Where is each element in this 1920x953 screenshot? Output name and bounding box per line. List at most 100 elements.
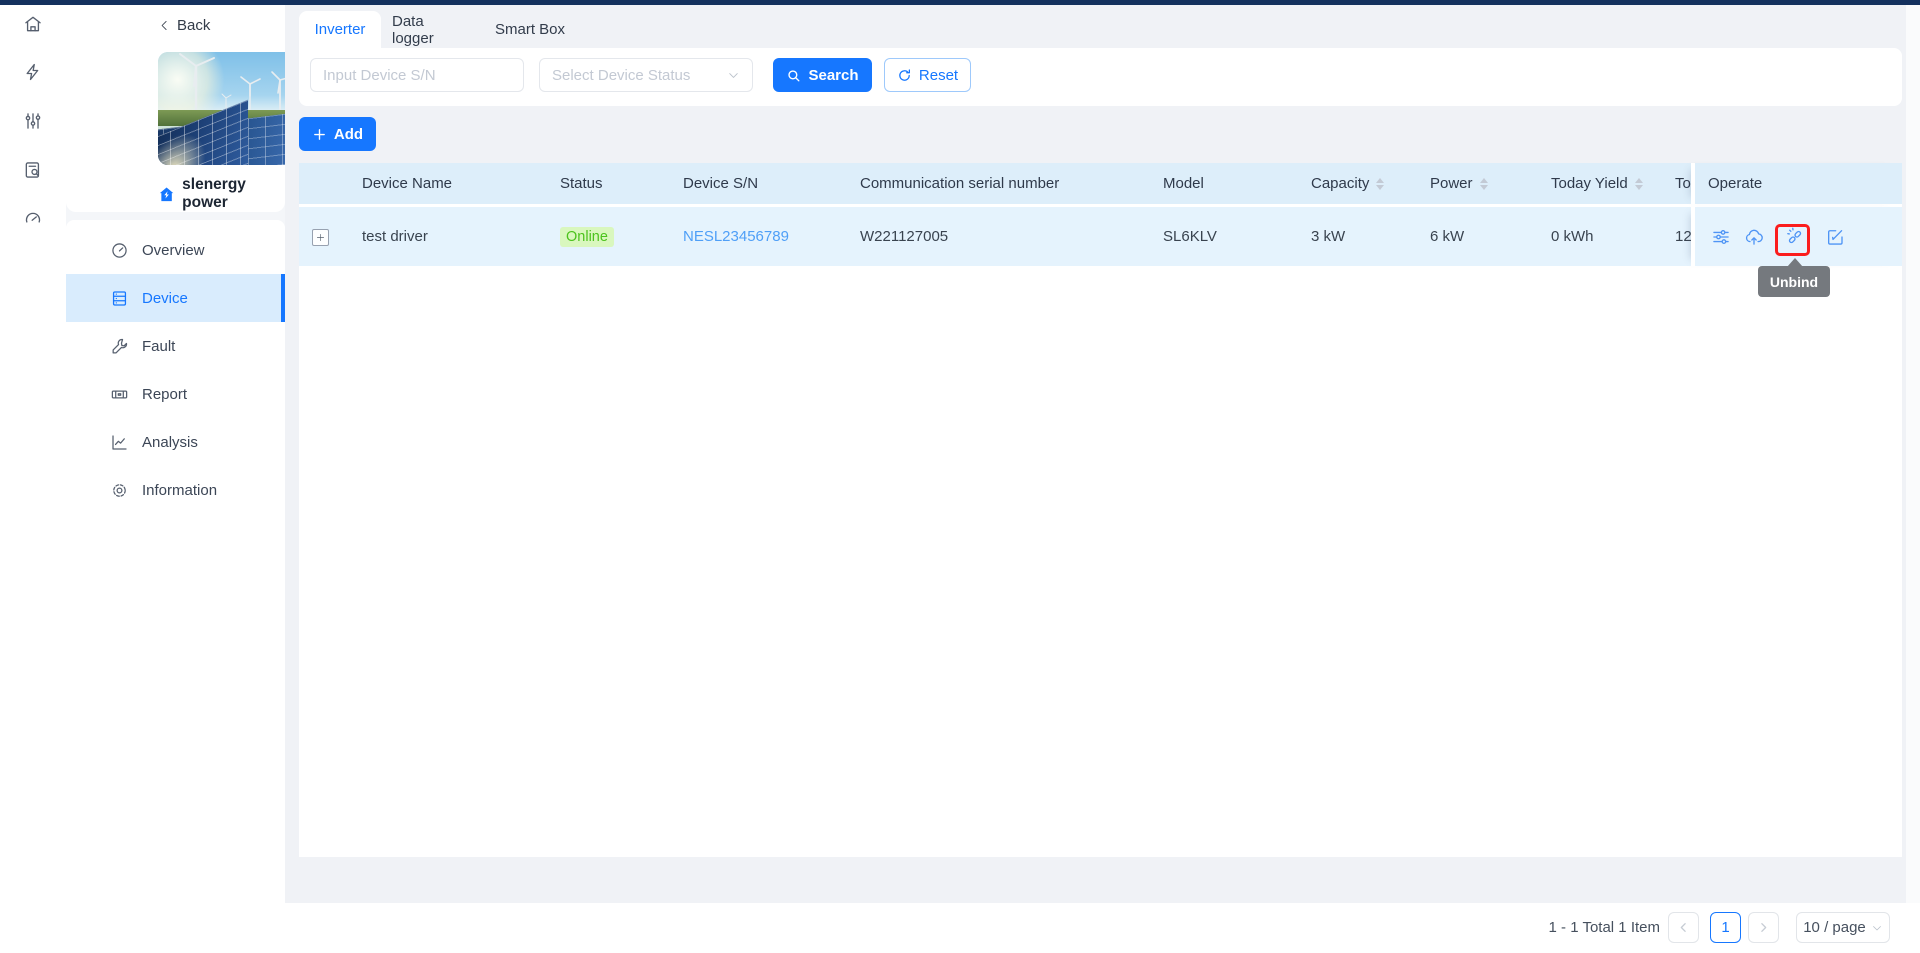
- cloud-upload-icon[interactable]: [1744, 227, 1764, 247]
- page-number: 1: [1721, 919, 1730, 936]
- chevron-right-icon: [1761, 923, 1767, 932]
- device-sn-input[interactable]: [310, 58, 524, 92]
- tab-inverter[interactable]: Inverter: [299, 11, 381, 48]
- plant-logo-icon: [159, 186, 174, 201]
- bolt-icon[interactable]: [23, 62, 43, 82]
- edit-icon[interactable]: [1825, 227, 1845, 247]
- wrench-icon: [112, 338, 128, 353]
- sidebar-item-information[interactable]: Information: [66, 466, 285, 514]
- sidebar-item-label: Report: [142, 385, 188, 403]
- table-row[interactable]: test driver Online NESL23456789 W2211270…: [299, 207, 1902, 266]
- refresh-icon: [899, 68, 910, 81]
- col-operate: Operate: [1691, 163, 1902, 204]
- col-model: Model: [1163, 175, 1204, 192]
- search-label: Search: [808, 66, 859, 84]
- reset-label: Reset: [918, 66, 959, 84]
- col-total-yield-clipped: Tot: [1675, 175, 1696, 192]
- file-search-icon[interactable]: [23, 160, 43, 180]
- pagination-page-1[interactable]: 1: [1710, 912, 1741, 943]
- table-body-background: [299, 204, 1902, 857]
- col-capacity[interactable]: Capacity: [1311, 163, 1385, 204]
- sidebar-item-label: Analysis: [142, 433, 198, 451]
- plus-icon: [314, 128, 325, 140]
- sidebar-item-device[interactable]: Device: [66, 274, 285, 322]
- pagination-prev-button[interactable]: [1668, 912, 1699, 943]
- tab-data-logger[interactable]: Data logger: [392, 11, 468, 48]
- plant-title-row: slenergy power: [158, 176, 285, 211]
- table-header-row: Device Name Status Device S/N Communicat…: [299, 163, 1902, 204]
- page-size-label: 10 / page: [1803, 919, 1866, 936]
- cell-comm-sn: W221127005: [860, 228, 949, 245]
- reset-button[interactable]: Reset: [884, 58, 971, 92]
- device-status-select[interactable]: Select Device Status: [539, 58, 753, 92]
- cell-capacity: 3 kW: [1311, 228, 1346, 245]
- unbind-tooltip: Unbind: [1758, 266, 1830, 297]
- chevron-down-icon: [1872, 925, 1881, 930]
- add-label: Add: [333, 125, 364, 143]
- cell-device-sn-link[interactable]: NESL23456789: [683, 228, 789, 245]
- device-settings-icon[interactable]: [1711, 227, 1731, 247]
- col-label: Today Yield: [1551, 175, 1628, 192]
- scrollbar-track[interactable]: [1906, 5, 1920, 903]
- top-navy-bar: [0, 0, 1920, 5]
- sidebar-nav: Overview Device Fault Report Analysis In…: [66, 220, 285, 903]
- sidebar-item-overview[interactable]: Overview: [66, 226, 285, 274]
- search-button[interactable]: Search: [773, 58, 872, 92]
- sort-icon[interactable]: [1376, 177, 1385, 190]
- sidebar-item-label: Fault: [142, 337, 176, 355]
- speedometer-icon: [112, 242, 127, 258]
- chevron-left-icon: [1680, 923, 1686, 932]
- sidebar-item-label: Information: [142, 481, 218, 499]
- tooltip-arrow: [1787, 258, 1803, 267]
- plant-name: slenergy power: [182, 176, 246, 211]
- unbind-icon[interactable]: [1785, 227, 1805, 247]
- sliders-vertical-icon[interactable]: [23, 111, 43, 131]
- sidebar-item-report[interactable]: Report: [66, 370, 285, 418]
- sidebar-header-card: Back slenergy power: [66, 5, 338, 212]
- cell-operate: [1691, 207, 1902, 266]
- col-comm-sn: Communication serial number: [860, 175, 1060, 192]
- col-power[interactable]: Power: [1430, 163, 1488, 204]
- sidebar-item-label: Device: [142, 289, 188, 307]
- back-label: Back: [177, 16, 211, 34]
- pagination-next-button[interactable]: [1748, 912, 1779, 943]
- col-label: Power: [1430, 175, 1473, 192]
- cell-today-yield: 0 kWh: [1551, 228, 1594, 245]
- page-size-select[interactable]: 10 / page: [1796, 912, 1890, 943]
- chart-line-icon: [112, 434, 127, 450]
- sort-icon[interactable]: [1479, 177, 1488, 190]
- gauge-icon[interactable]: [23, 209, 43, 229]
- status-badge: Online: [560, 227, 614, 247]
- sidebar-item-fault[interactable]: Fault: [66, 322, 285, 370]
- expand-row-button[interactable]: [312, 229, 329, 246]
- col-device-sn: Device S/N: [683, 175, 759, 192]
- tab-label: Data logger: [392, 12, 434, 47]
- col-label: Capacity: [1311, 175, 1370, 192]
- sort-icon[interactable]: [1634, 177, 1643, 190]
- sidebar-item-analysis[interactable]: Analysis: [66, 418, 285, 466]
- tab-smart-box[interactable]: Smart Box: [492, 11, 568, 48]
- cell-device-name: test driver: [362, 228, 428, 245]
- back-button[interactable]: Back: [158, 15, 210, 35]
- tab-label: Smart Box: [494, 21, 566, 38]
- sidebar-item-label: Overview: [142, 241, 205, 259]
- chevron-down-icon: [729, 72, 738, 78]
- cell-power: 6 kW: [1430, 228, 1465, 245]
- gear-icon: [113, 483, 126, 497]
- add-button[interactable]: Add: [299, 117, 376, 151]
- home-icon[interactable]: [23, 14, 43, 34]
- col-device-name: Device Name: [362, 175, 453, 192]
- cell-model: SL6KLV: [1163, 228, 1217, 245]
- plus-icon: [316, 233, 325, 242]
- report-icon: [111, 390, 128, 398]
- tooltip-label: Unbind: [1769, 273, 1819, 290]
- select-placeholder: Select Device Status: [552, 66, 691, 84]
- pagination-total-text: 1 - 1 Total 1 Item: [1548, 919, 1660, 936]
- search-icon: [788, 69, 800, 81]
- tab-label: Inverter: [314, 21, 366, 38]
- annotation-highlight-box: [1775, 224, 1810, 256]
- device-list-icon: [112, 290, 127, 306]
- col-today-yield[interactable]: Today Yield: [1551, 163, 1643, 204]
- col-status: Status: [560, 175, 603, 192]
